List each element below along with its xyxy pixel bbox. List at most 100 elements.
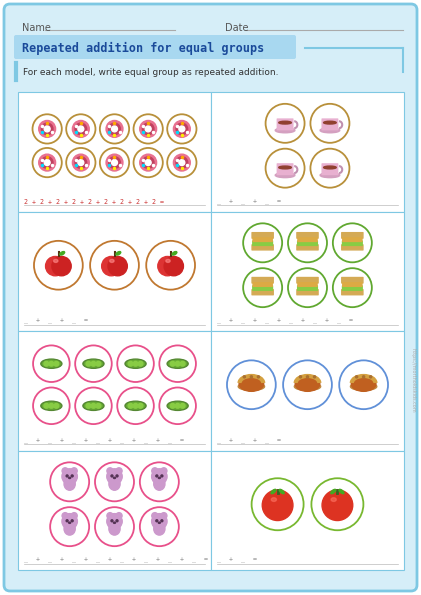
Circle shape bbox=[71, 475, 73, 477]
Ellipse shape bbox=[320, 128, 340, 133]
Circle shape bbox=[128, 403, 133, 408]
Circle shape bbox=[50, 462, 89, 502]
FancyBboxPatch shape bbox=[342, 277, 363, 283]
FancyBboxPatch shape bbox=[297, 290, 318, 295]
FancyBboxPatch shape bbox=[277, 164, 293, 174]
Circle shape bbox=[156, 520, 158, 522]
Circle shape bbox=[66, 475, 68, 477]
FancyBboxPatch shape bbox=[298, 238, 317, 242]
Circle shape bbox=[243, 376, 245, 378]
Circle shape bbox=[39, 120, 56, 137]
Ellipse shape bbox=[53, 259, 58, 262]
Ellipse shape bbox=[295, 377, 320, 392]
Ellipse shape bbox=[83, 401, 104, 411]
Circle shape bbox=[116, 468, 122, 474]
Text: For each model, write equal group as repeated addition.: For each model, write equal group as rep… bbox=[23, 67, 279, 77]
Circle shape bbox=[250, 376, 253, 378]
Circle shape bbox=[32, 114, 62, 143]
FancyBboxPatch shape bbox=[252, 277, 273, 283]
Circle shape bbox=[107, 513, 122, 529]
Circle shape bbox=[133, 114, 163, 143]
Ellipse shape bbox=[127, 402, 144, 409]
FancyBboxPatch shape bbox=[253, 238, 272, 242]
Circle shape bbox=[159, 387, 196, 424]
FancyBboxPatch shape bbox=[297, 233, 318, 238]
Circle shape bbox=[133, 403, 138, 408]
Circle shape bbox=[75, 157, 87, 168]
Ellipse shape bbox=[279, 121, 291, 124]
Circle shape bbox=[156, 475, 158, 477]
Ellipse shape bbox=[238, 383, 264, 390]
Circle shape bbox=[44, 126, 50, 132]
Circle shape bbox=[112, 159, 117, 165]
Ellipse shape bbox=[275, 173, 295, 178]
FancyBboxPatch shape bbox=[342, 233, 363, 238]
Circle shape bbox=[288, 268, 327, 307]
Ellipse shape bbox=[64, 478, 75, 490]
Ellipse shape bbox=[60, 252, 64, 255]
Ellipse shape bbox=[167, 359, 188, 368]
Circle shape bbox=[66, 148, 96, 177]
Circle shape bbox=[145, 159, 151, 165]
Circle shape bbox=[107, 469, 122, 484]
Text: _  +  _  +  _  +  _  +  _  +  _  +  _  =: _ + _ + _ + _ + _ + _ + _ = bbox=[24, 437, 184, 443]
Circle shape bbox=[299, 376, 301, 378]
Circle shape bbox=[75, 123, 87, 134]
Ellipse shape bbox=[351, 377, 376, 392]
Circle shape bbox=[100, 114, 129, 143]
Circle shape bbox=[179, 126, 185, 132]
Circle shape bbox=[152, 513, 167, 529]
Circle shape bbox=[310, 104, 349, 143]
Circle shape bbox=[161, 513, 167, 519]
Circle shape bbox=[86, 361, 91, 366]
Circle shape bbox=[140, 154, 157, 171]
Ellipse shape bbox=[43, 361, 60, 367]
Circle shape bbox=[112, 126, 117, 132]
Circle shape bbox=[95, 507, 134, 546]
Circle shape bbox=[146, 241, 195, 290]
Ellipse shape bbox=[164, 256, 184, 276]
Circle shape bbox=[116, 520, 118, 522]
FancyBboxPatch shape bbox=[342, 245, 363, 250]
Circle shape bbox=[180, 361, 185, 366]
FancyBboxPatch shape bbox=[252, 290, 273, 295]
Circle shape bbox=[44, 361, 49, 366]
Ellipse shape bbox=[331, 489, 336, 494]
Circle shape bbox=[117, 387, 154, 424]
Circle shape bbox=[333, 223, 372, 262]
FancyBboxPatch shape bbox=[343, 286, 362, 290]
Ellipse shape bbox=[279, 166, 291, 169]
Ellipse shape bbox=[169, 402, 187, 409]
Circle shape bbox=[176, 157, 188, 168]
Circle shape bbox=[252, 478, 304, 530]
Ellipse shape bbox=[166, 259, 170, 262]
Circle shape bbox=[262, 490, 293, 521]
FancyBboxPatch shape bbox=[297, 245, 318, 250]
Ellipse shape bbox=[324, 166, 336, 169]
Circle shape bbox=[243, 268, 282, 307]
Ellipse shape bbox=[324, 121, 336, 124]
Circle shape bbox=[322, 490, 353, 521]
FancyBboxPatch shape bbox=[252, 233, 273, 238]
Text: Name: Name bbox=[22, 23, 51, 33]
FancyBboxPatch shape bbox=[298, 241, 317, 245]
Ellipse shape bbox=[294, 383, 321, 390]
Bar bbox=[211, 450, 404, 570]
Text: _  +  _  +  _  +  _  +  _  +  _  +  _  +  _  =: _ + _ + _ + _ + _ + _ + _ + _ = bbox=[24, 557, 208, 563]
Circle shape bbox=[175, 361, 180, 366]
Circle shape bbox=[75, 387, 112, 424]
Circle shape bbox=[116, 513, 122, 519]
Text: _  +  _  +  _  =: _ + _ + _ = bbox=[217, 437, 281, 443]
Circle shape bbox=[62, 468, 68, 474]
Circle shape bbox=[96, 403, 101, 408]
FancyBboxPatch shape bbox=[298, 283, 317, 286]
Circle shape bbox=[333, 268, 372, 307]
FancyBboxPatch shape bbox=[343, 241, 362, 245]
Circle shape bbox=[96, 361, 101, 366]
Circle shape bbox=[54, 403, 59, 408]
Ellipse shape bbox=[108, 256, 127, 276]
Text: _  +  _  +  _  +  _  +  _  +  _  =: _ + _ + _ + _ + _ + _ = bbox=[217, 318, 353, 324]
Bar bbox=[18, 211, 211, 331]
Ellipse shape bbox=[85, 361, 102, 367]
Circle shape bbox=[86, 403, 91, 408]
